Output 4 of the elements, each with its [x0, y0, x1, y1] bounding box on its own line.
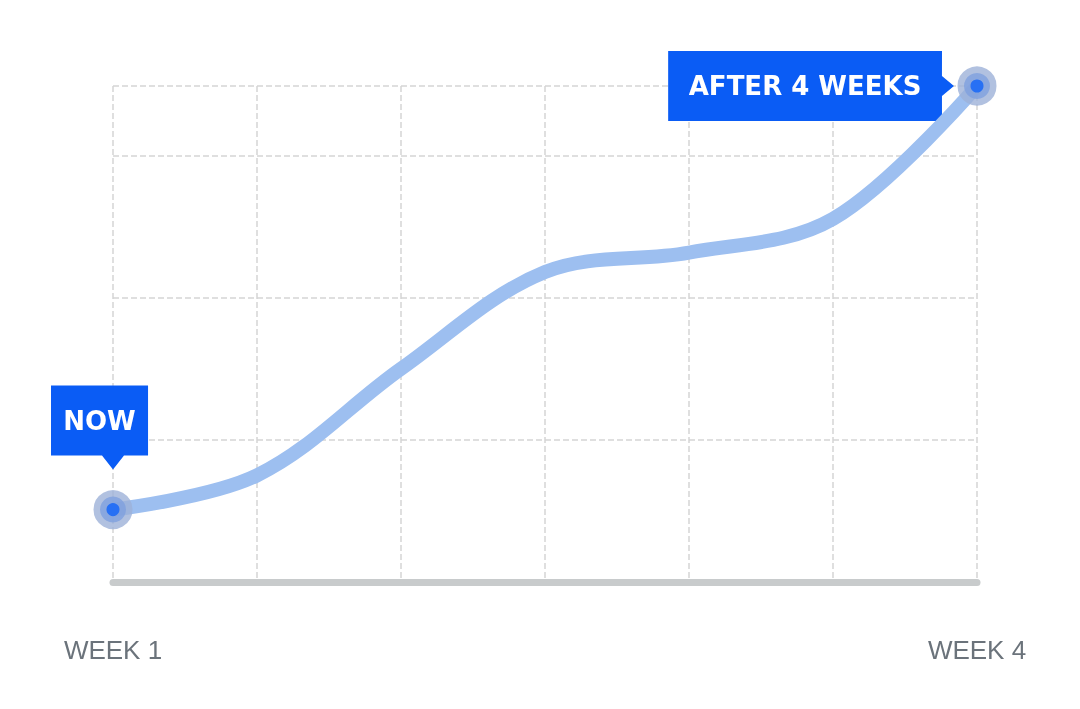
annotation: AFTER 4 WEEKS [688, 71, 922, 101]
annotation: NOW [63, 405, 136, 436]
x-tick-label: WEEK 1 [63, 635, 163, 665]
x-tick-label: WEEK 4 [927, 635, 1027, 665]
